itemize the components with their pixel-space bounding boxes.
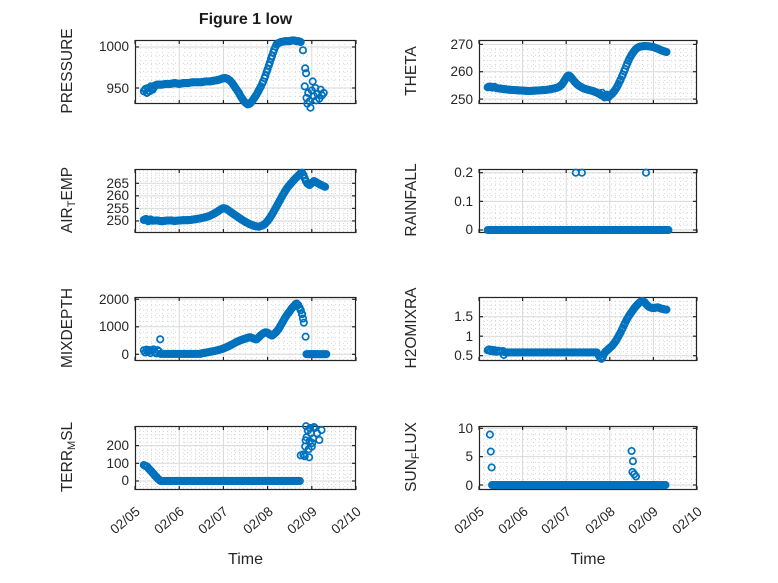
minor-grid — [135, 297, 356, 361]
ylabel-subscript: M — [66, 440, 78, 450]
ytick-label-theta: 270 — [450, 36, 473, 52]
plot-area-pressure — [134, 36, 357, 112]
ytick-label-h2omixra: 1 — [465, 328, 473, 344]
subplot-sun-flux — [478, 425, 698, 491]
ytick-label-mixdepth: 1000 — [98, 319, 129, 335]
ylabel-subscript: T — [66, 200, 78, 208]
ylabel-text: LUX — [403, 422, 420, 453]
plot-area-h2omixra — [478, 296, 698, 363]
ytick-label-rainfall: 0 — [465, 222, 473, 238]
minor-grid — [135, 40, 356, 104]
ylabel-text: TERR — [59, 449, 76, 493]
ylabel-text: PRESSURE — [59, 28, 76, 114]
axes-box — [478, 39, 698, 105]
scatter-series — [139, 299, 331, 359]
subplot-rainfall — [478, 168, 698, 235]
subplot-h2omixra — [478, 296, 698, 363]
minor-grid — [479, 426, 697, 490]
ytick-label-terr-msl: 200 — [106, 438, 129, 454]
minor-grid — [135, 426, 356, 490]
plot-area-rainfall — [478, 168, 698, 235]
subplot-pressure — [134, 36, 357, 112]
scatter-series — [139, 36, 328, 112]
plot-area-air-temp — [134, 168, 357, 234]
axes-box — [134, 425, 357, 491]
ytick-label-air-temp: 265 — [106, 175, 129, 191]
ylabel-subscript: F — [410, 452, 422, 460]
ytick-label-pressure: 950 — [106, 80, 129, 96]
ytick-label-sun-flux: 0 — [465, 477, 473, 493]
xtick-label: 02/10 — [328, 503, 364, 537]
plot-area-terr-msl — [134, 422, 357, 491]
ytick-label-sun-flux: 10 — [457, 420, 473, 436]
ytick-label-terr-msl: 0 — [121, 473, 129, 489]
axes-box — [478, 296, 698, 362]
y-axis-label-terr-msl: TERRMSL — [59, 377, 78, 537]
xtick-label: 02/09 — [284, 503, 320, 537]
xtick-label: 02/07 — [538, 503, 575, 537]
ylabel-text: MIXDEPTH — [59, 287, 76, 369]
xtick-label: 02/08 — [582, 503, 618, 537]
xtick-label: 02/08 — [239, 503, 276, 537]
xtick-label: 02/06 — [151, 503, 188, 537]
ytick-label-air-temp: 260 — [106, 188, 129, 204]
xtick-label: 02/09 — [625, 503, 662, 537]
ylabel-text: THETA — [403, 46, 420, 96]
axes-box — [134, 296, 357, 362]
x-axis-label-left: Time — [228, 551, 263, 568]
ylabel-text: SUN — [403, 459, 420, 492]
ytick-label-air-temp: 250 — [106, 213, 129, 229]
axes-box — [134, 168, 357, 234]
xtick-label: 02/07 — [195, 503, 232, 537]
subplot-air-temp — [134, 168, 357, 234]
ylabel-text: AIR — [59, 207, 76, 234]
ytick-label-theta: 260 — [450, 64, 473, 80]
subplot-mixdepth — [134, 296, 357, 362]
scatter-series — [139, 422, 326, 486]
subplot-theta — [478, 39, 698, 105]
ytick-label-mixdepth: 0 — [121, 346, 129, 362]
scatter-series — [485, 430, 670, 490]
ytick-label-mixdepth: 2000 — [98, 291, 129, 307]
ylabel-text: H2OMIXRA — [403, 287, 420, 369]
plot-area-mixdepth — [134, 296, 357, 362]
xtick-label: 02/06 — [494, 503, 531, 537]
ytick-label-h2omixra: 1.5 — [454, 309, 473, 325]
plot-area-theta — [478, 39, 698, 105]
xtick-label: 02/05 — [107, 503, 143, 537]
ytick-label-sun-flux: 5 — [465, 449, 473, 465]
axes-box — [478, 425, 698, 491]
ytick-label-theta: 250 — [450, 91, 473, 107]
ylabel-text: RAINFALL — [403, 163, 420, 237]
ytick-label-terr-msl: 100 — [106, 455, 129, 471]
xtick-label: 02/05 — [451, 503, 487, 537]
y-axis-label-sun-flux: SUNFLUX — [403, 377, 422, 537]
ytick-label-rainfall: 0.2 — [454, 165, 473, 181]
ytick-label-air-temp: 255 — [106, 200, 129, 216]
scatter-series — [483, 41, 671, 102]
xtick-label: 02/10 — [669, 503, 705, 537]
figure-title: Figure 1 low — [198, 11, 293, 28]
axes-box — [134, 39, 357, 105]
ytick-label-rainfall: 0.1 — [454, 193, 473, 209]
scatter-series — [139, 168, 330, 231]
scatter-series — [483, 168, 673, 235]
ylabel-text: EMP — [59, 166, 76, 201]
x-axis-label-right: Time — [570, 551, 606, 568]
plot-area-sun-flux — [478, 425, 698, 491]
ytick-label-pressure: 1000 — [98, 39, 129, 55]
ylabel-text: SL — [59, 421, 76, 441]
subplot-terr-msl — [134, 422, 357, 491]
ytick-label-h2omixra: 0.5 — [454, 348, 473, 364]
scatter-series — [483, 297, 671, 363]
